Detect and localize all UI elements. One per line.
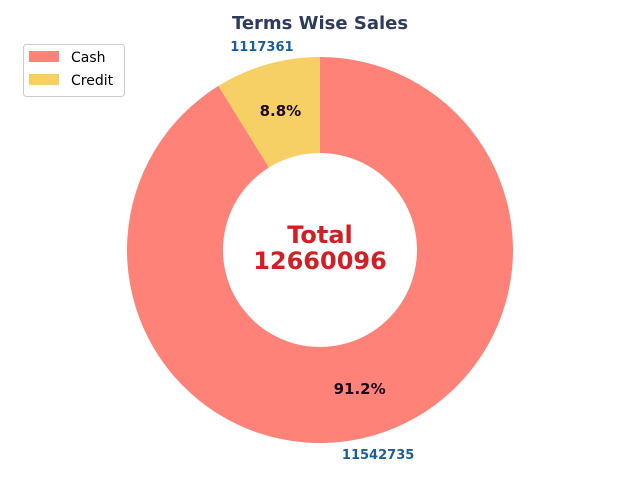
center-total-value: 12660096	[253, 247, 387, 275]
chart-title: Terms Wise Sales	[232, 13, 408, 34]
legend-items: Cash Credit	[29, 50, 114, 89]
percent-label-cash: 91.2%	[334, 380, 386, 398]
legend-label-cash: Cash	[71, 50, 106, 66]
slices-layer	[126, 57, 514, 443]
legend-swatch-cash	[29, 51, 59, 62]
percent-label-credit: 8.8%	[260, 102, 302, 120]
slice-cash	[126, 57, 514, 443]
center-total-label: Total	[287, 221, 353, 249]
legend-swatch-credit	[29, 74, 59, 85]
value-label-cash: 11542735	[342, 448, 414, 463]
legend: Cash Credit	[23, 44, 125, 97]
value-label-credit: 1117361	[230, 40, 293, 55]
legend-label-credit: Credit	[71, 73, 114, 89]
labels-layer: 91.2% 11542735 8.8% 1117361	[230, 40, 414, 463]
slice-credit	[218, 57, 320, 168]
